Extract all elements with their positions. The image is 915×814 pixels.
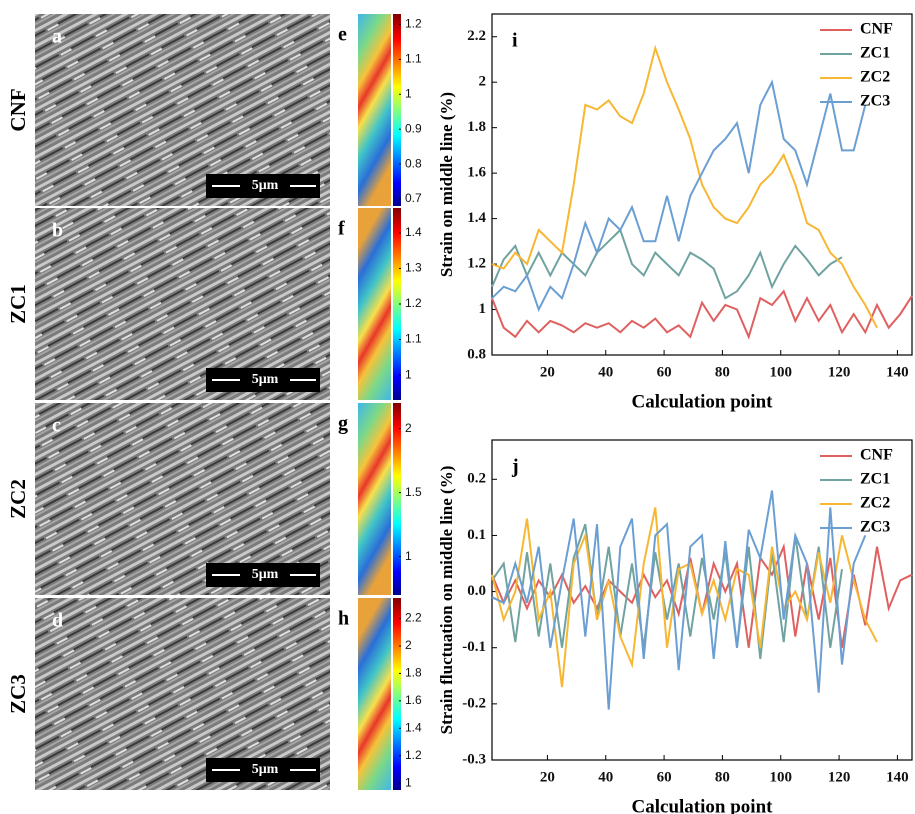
x-axis-label: Calculation point: [632, 391, 774, 412]
x-tick-label: 40: [598, 364, 613, 380]
x-tick-label: 120: [828, 769, 851, 785]
colorbar: [393, 14, 401, 206]
x-tick-label: 80: [715, 364, 730, 380]
colorbar-tick-label: 1: [405, 775, 412, 789]
strain-map: [358, 403, 391, 595]
colorbar-tick-label: 1.3: [405, 261, 422, 275]
series-line: [491, 507, 878, 688]
scale-bar-label: 5μm: [252, 567, 279, 582]
colorbar-tick-label: 1.6: [405, 693, 422, 707]
colorbar-tick-label: 1: [405, 86, 412, 100]
colorbar-tick-label: 1: [405, 549, 412, 563]
colorbar-tick-label: 1.1: [405, 52, 422, 66]
y-tick-label: -0.3: [462, 751, 486, 767]
legend-label: ZC3: [860, 93, 890, 110]
colorbar-tick-label: 0.8: [405, 156, 422, 170]
plot-frame: [491, 13, 913, 356]
panel-letter: i: [512, 30, 518, 52]
legend-label: CNF: [860, 447, 893, 464]
panel-letter: a: [52, 26, 62, 48]
colorbar: [393, 598, 401, 790]
legend-label: ZC1: [860, 471, 890, 488]
x-tick-label: 40: [598, 769, 613, 785]
series-line: [491, 490, 867, 710]
x-tick-label: 100: [770, 364, 793, 380]
strain-map: [358, 598, 391, 790]
y-tick-label: 1: [479, 301, 487, 317]
plot-frame: [491, 439, 913, 761]
row-label: CNF: [6, 88, 30, 131]
x-tick-label: 60: [657, 769, 672, 785]
panel-letter: c: [52, 415, 61, 437]
y-tick-label: 1.6: [467, 165, 486, 181]
strain-map: [358, 14, 391, 206]
panel-letter: d: [52, 610, 63, 632]
x-tick-label: 20: [540, 769, 555, 785]
panel-letter: e: [338, 24, 347, 46]
colorbar: [393, 208, 401, 400]
y-tick-label: 1.4: [467, 210, 486, 226]
x-tick-label: 140: [886, 769, 909, 785]
panel-letter: f: [338, 218, 345, 240]
colorbar-tick-label: 2: [405, 421, 412, 435]
y-tick-label: 0.2: [467, 471, 486, 487]
colorbar-tick-label: 1.4: [405, 720, 422, 734]
scale-bar-label: 5μm: [252, 762, 279, 777]
legend-label: CNF: [860, 21, 893, 38]
colorbar-tick-label: 2: [405, 638, 412, 652]
y-tick-label: -0.2: [462, 695, 486, 711]
series-line: [491, 228, 843, 300]
panel-letter: b: [52, 220, 63, 242]
series-line: [491, 523, 843, 660]
y-axis-label: Strain on middle line (%): [437, 92, 456, 277]
colorbar-tick-label: 0.9: [405, 121, 422, 135]
colorbar-tick-label: 1.5: [405, 485, 422, 499]
colorbar: [393, 403, 401, 595]
y-tick-label: 2.2: [467, 28, 486, 44]
colorbar-tick-label: 1.2: [405, 748, 422, 762]
colorbar-tick-label: 1.2: [405, 17, 422, 31]
row-label: ZC1: [6, 284, 30, 324]
legend-label: ZC2: [860, 69, 890, 86]
colorbar-tick-label: 1.1: [405, 332, 422, 346]
y-axis-label: Strain fluctuation on middle line (%): [437, 466, 456, 735]
row-label: ZC2: [6, 479, 30, 519]
legend-label: ZC1: [860, 45, 890, 62]
colorbar-tick-label: 1.4: [405, 225, 422, 239]
y-tick-label: 2: [479, 74, 487, 90]
colorbar-tick-label: 1: [405, 367, 412, 381]
panel-letter: g: [338, 413, 348, 435]
series-line: [491, 44, 878, 329]
series-line: [491, 79, 867, 313]
panel-letter: h: [338, 608, 349, 630]
y-tick-label: 1.8: [467, 119, 486, 135]
x-tick-label: 80: [715, 769, 730, 785]
series-line: [491, 289, 913, 340]
y-tick-label: 0.1: [467, 527, 486, 543]
colorbar-tick-label: 1.8: [405, 666, 422, 680]
panel-letter: j: [511, 456, 519, 478]
x-axis-label: Calculation point: [632, 796, 774, 814]
strain-map: [358, 208, 391, 400]
x-tick-label: 60: [657, 364, 672, 380]
legend-label: ZC3: [860, 519, 890, 536]
colorbar-tick-label: 2.2: [405, 611, 422, 625]
y-tick-label: 1.2: [467, 256, 486, 272]
legend-label: ZC2: [860, 495, 890, 512]
x-tick-label: 120: [828, 364, 851, 380]
row-label: ZC3: [6, 674, 30, 714]
colorbar-tick-label: 1.2: [405, 296, 422, 310]
scale-bar-label: 5μm: [252, 372, 279, 387]
y-tick-label: 0.8: [467, 346, 486, 362]
y-tick-label: 0.0: [467, 583, 486, 599]
x-tick-label: 100: [770, 769, 793, 785]
x-tick-label: 20: [540, 364, 555, 380]
scale-bar-label: 5μm: [252, 178, 279, 193]
y-tick-label: -0.1: [462, 639, 486, 655]
x-tick-label: 140: [886, 364, 909, 380]
colorbar-tick-label: 0.7: [405, 191, 422, 205]
